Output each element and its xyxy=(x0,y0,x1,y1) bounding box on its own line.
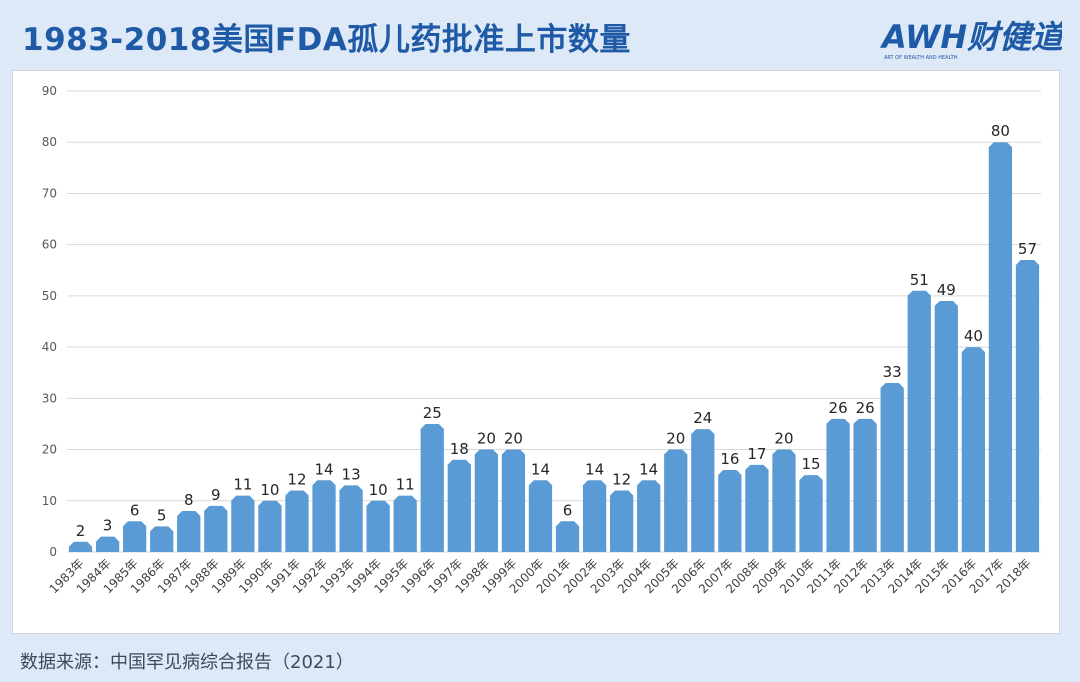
bar xyxy=(826,418,850,552)
data-label: 33 xyxy=(883,363,902,381)
data-label: 16 xyxy=(720,450,739,468)
y-tick-label: 80 xyxy=(42,135,57,149)
bar-chart: 010203040506070809021983年31984年61985年519… xyxy=(42,84,1041,596)
bar xyxy=(610,490,634,552)
data-label: 18 xyxy=(450,440,469,458)
data-label: 20 xyxy=(477,430,496,448)
bar xyxy=(582,480,607,552)
bar xyxy=(907,290,931,552)
data-label: 17 xyxy=(747,445,766,463)
data-label: 8 xyxy=(184,491,194,509)
bar xyxy=(501,449,526,552)
logo-tagline: ART OF WEALTH AND HEALTH xyxy=(884,55,958,61)
data-label: 20 xyxy=(774,430,793,448)
bar xyxy=(177,511,201,552)
bar xyxy=(934,301,958,552)
data-label: 12 xyxy=(612,471,631,489)
data-label: 10 xyxy=(260,481,279,499)
awh-logo: AWH财健道 ART OF WEALTH AND HEALTH xyxy=(880,18,1062,61)
y-tick-label: 20 xyxy=(42,443,57,457)
chart-panel: 0 10 20 30 40 50 60 70 80 90 2 1983年 3 1984年 6 1985年 5 19… xyxy=(12,70,1060,634)
data-label: 26 xyxy=(856,399,875,417)
bar xyxy=(68,541,93,552)
bar xyxy=(312,480,336,552)
bar xyxy=(231,495,255,552)
y-tick-label: 50 xyxy=(42,289,57,303)
bar xyxy=(988,142,1013,552)
data-label: 13 xyxy=(342,465,361,483)
bar xyxy=(474,449,498,552)
bar xyxy=(718,470,742,552)
data-label: 14 xyxy=(314,460,333,478)
bar xyxy=(285,490,309,552)
bar xyxy=(528,480,553,552)
bar xyxy=(150,526,174,552)
bar xyxy=(691,429,715,552)
data-label: 3 xyxy=(103,517,113,535)
data-label: 15 xyxy=(801,455,820,473)
bar xyxy=(420,423,444,552)
bar xyxy=(204,505,228,552)
data-label: 14 xyxy=(639,460,658,478)
y-tick-label: 0 xyxy=(49,545,57,559)
bar xyxy=(447,459,471,552)
data-label: 9 xyxy=(211,486,221,504)
data-label: 51 xyxy=(910,271,929,289)
bar xyxy=(95,536,120,552)
y-tick-label: 70 xyxy=(42,186,57,200)
bar xyxy=(339,485,363,552)
data-label: 2 xyxy=(76,522,86,540)
source-note: 数据来源：中国罕见病综合报告（2021） xyxy=(20,652,354,673)
bar xyxy=(880,382,904,552)
bar xyxy=(637,480,661,552)
bar xyxy=(555,521,580,552)
data-label: 12 xyxy=(287,471,306,489)
bar xyxy=(745,464,769,552)
data-label: 5 xyxy=(157,506,167,524)
bar xyxy=(393,495,417,552)
data-label: 26 xyxy=(829,399,848,417)
bar xyxy=(258,500,282,552)
data-label: 11 xyxy=(396,476,415,494)
bar xyxy=(961,347,985,552)
bar xyxy=(1015,260,1040,552)
data-label: 49 xyxy=(937,281,956,299)
logo-text: AWH财健道 xyxy=(880,18,1062,56)
chart-title: 1983-2018美国FDA孤儿药批准上市数量 xyxy=(22,22,631,58)
data-label: 20 xyxy=(504,430,523,448)
data-label: 6 xyxy=(130,501,140,519)
bar xyxy=(664,449,688,552)
y-tick-label: 10 xyxy=(42,494,57,508)
data-label: 20 xyxy=(666,430,685,448)
data-label: 40 xyxy=(964,327,983,345)
y-tick-label: 40 xyxy=(42,340,57,354)
bar xyxy=(799,475,823,552)
data-label: 14 xyxy=(531,460,550,478)
data-label: 6 xyxy=(563,501,573,519)
y-tick-label: 60 xyxy=(42,238,57,252)
bar xyxy=(853,418,877,552)
data-label: 25 xyxy=(423,404,442,422)
y-tick-label: 30 xyxy=(42,391,57,405)
data-label: 14 xyxy=(585,460,604,478)
bar xyxy=(366,500,390,552)
data-label: 24 xyxy=(693,409,712,427)
data-label: 57 xyxy=(1018,240,1037,258)
bar xyxy=(772,449,796,552)
data-label: 10 xyxy=(369,481,388,499)
data-label: 11 xyxy=(233,476,252,494)
data-label: 80 xyxy=(991,122,1010,140)
bar xyxy=(123,521,147,552)
y-tick-label: 90 xyxy=(42,84,57,98)
